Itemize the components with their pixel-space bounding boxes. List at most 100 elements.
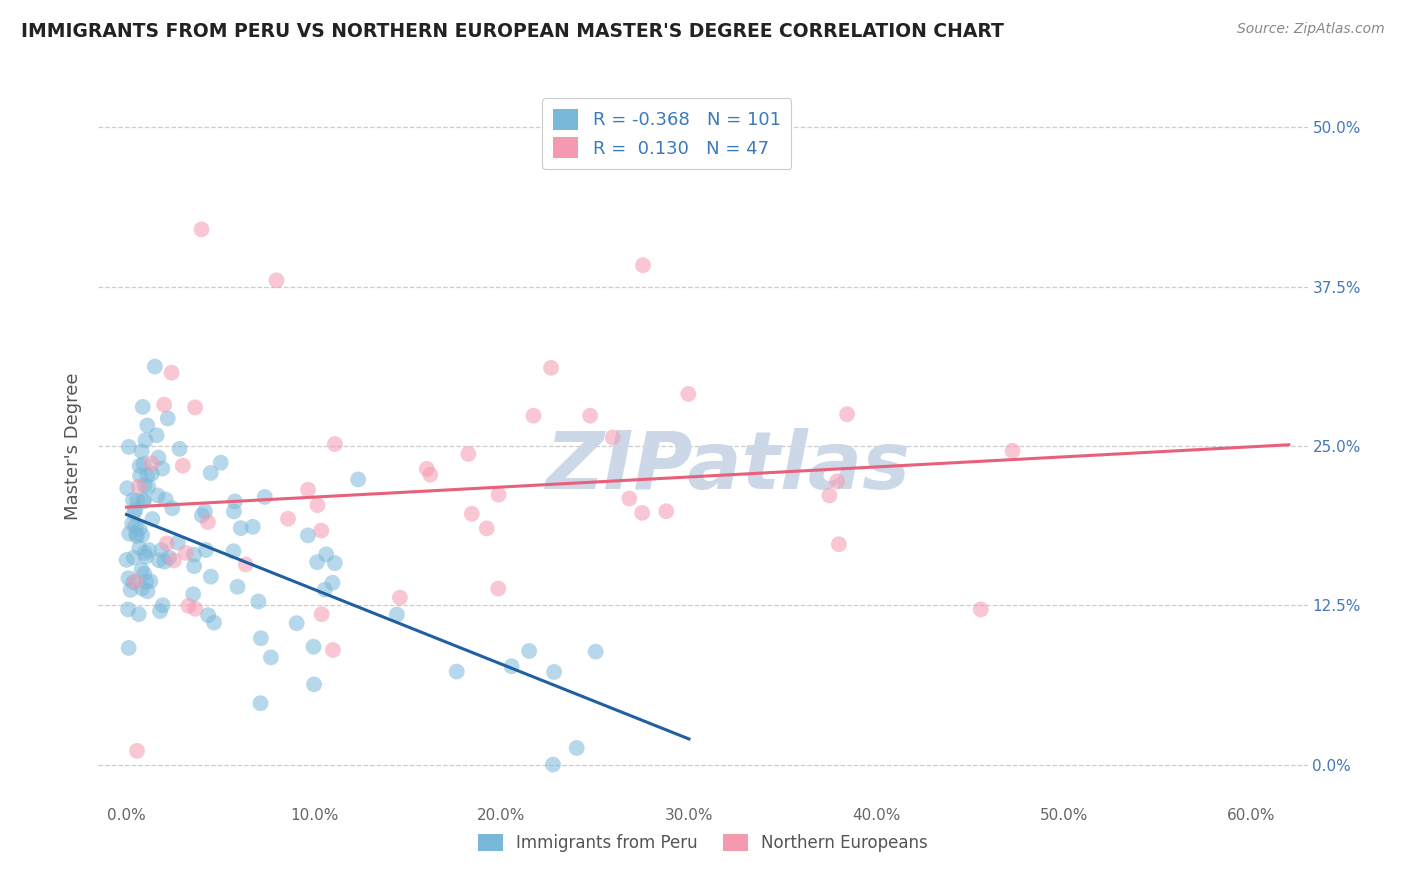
Point	[136, 480, 159, 494]
Point	[132, 494, 155, 508]
Point	[136, 418, 159, 433]
Point	[209, 456, 232, 470]
Point	[277, 512, 299, 526]
Point	[153, 398, 176, 412]
Point	[202, 615, 225, 630]
Point	[311, 524, 333, 538]
Point	[347, 473, 370, 487]
Point	[145, 428, 167, 442]
Point	[266, 273, 288, 287]
Point	[134, 478, 156, 492]
Point	[124, 503, 146, 517]
Point	[122, 493, 145, 508]
Point	[475, 521, 498, 535]
Point	[302, 677, 325, 691]
Point	[134, 566, 156, 581]
Point	[141, 512, 163, 526]
Point	[177, 599, 200, 613]
Point	[385, 607, 408, 622]
Point	[184, 602, 207, 616]
Point	[150, 461, 173, 475]
Point	[222, 504, 245, 518]
Point	[311, 607, 333, 622]
Text: Source: ZipAtlas.com: Source: ZipAtlas.com	[1237, 22, 1385, 37]
Point	[128, 458, 150, 473]
Point	[541, 757, 564, 772]
Point	[678, 387, 700, 401]
Point	[181, 587, 204, 601]
Point	[655, 504, 678, 518]
Point	[141, 467, 163, 481]
Point	[1001, 443, 1024, 458]
Point	[226, 580, 249, 594]
Point	[247, 594, 270, 608]
Point	[302, 640, 325, 654]
Point	[131, 444, 153, 458]
Point	[631, 258, 654, 272]
Legend: Immigrants from Peru, Northern Europeans: Immigrants from Peru, Northern Europeans	[471, 827, 935, 859]
Point	[125, 529, 148, 543]
Point	[157, 550, 180, 565]
Point	[631, 506, 654, 520]
Point	[156, 536, 179, 550]
Point	[194, 543, 217, 558]
Point	[517, 644, 540, 658]
Point	[115, 553, 138, 567]
Point	[143, 359, 166, 374]
Point	[174, 546, 197, 560]
Point	[307, 498, 329, 512]
Point	[314, 582, 336, 597]
Point	[197, 515, 219, 529]
Point	[250, 632, 273, 646]
Point	[543, 665, 565, 679]
Point	[135, 574, 157, 589]
Point	[602, 430, 624, 444]
Point	[224, 494, 246, 508]
Point	[200, 466, 222, 480]
Point	[163, 553, 186, 567]
Point	[121, 516, 143, 531]
Point	[315, 547, 337, 561]
Point	[122, 575, 145, 590]
Point	[235, 558, 257, 572]
Point	[242, 520, 264, 534]
Point	[131, 528, 153, 542]
Point	[828, 537, 851, 551]
Point	[134, 546, 156, 560]
Text: IMMIGRANTS FROM PERU VS NORTHERN EUROPEAN MASTER'S DEGREE CORRELATION CHART: IMMIGRANTS FROM PERU VS NORTHERN EUROPEA…	[21, 22, 1004, 41]
Point	[128, 541, 150, 555]
Point	[139, 574, 162, 589]
Point	[148, 450, 170, 465]
Point	[125, 527, 148, 541]
Point	[148, 553, 170, 567]
Point	[138, 543, 160, 558]
Point	[322, 643, 344, 657]
Point	[156, 411, 179, 425]
Point	[117, 602, 139, 616]
Point	[150, 543, 173, 558]
Point	[200, 569, 222, 583]
Point	[131, 563, 153, 577]
Point	[321, 575, 343, 590]
Point	[323, 437, 346, 451]
Point	[457, 447, 479, 461]
Point	[190, 222, 212, 236]
Point	[260, 650, 283, 665]
Point	[461, 507, 484, 521]
Point	[117, 640, 139, 655]
Point	[152, 599, 174, 613]
Point	[122, 506, 145, 520]
Point	[129, 468, 152, 483]
Point	[141, 456, 163, 470]
Point	[323, 556, 346, 570]
Point	[120, 582, 142, 597]
Point	[124, 519, 146, 533]
Y-axis label: Master's Degree: Master's Degree	[65, 372, 83, 520]
Point	[146, 488, 169, 502]
Point	[122, 550, 145, 565]
Point	[540, 360, 562, 375]
Point	[132, 493, 155, 508]
Point	[135, 549, 157, 564]
Point	[307, 555, 329, 569]
Point	[565, 741, 588, 756]
